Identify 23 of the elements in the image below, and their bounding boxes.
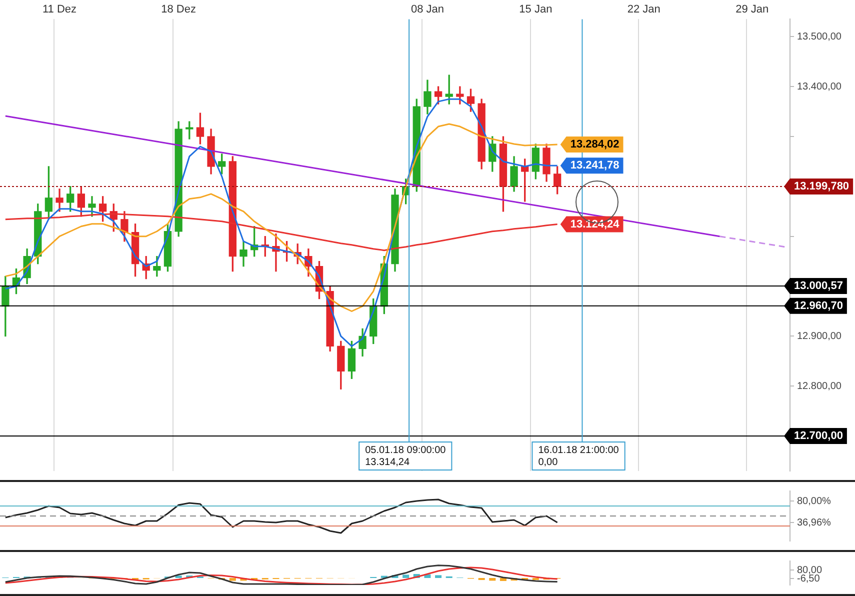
data-label: 13.124,24 bbox=[570, 218, 620, 230]
ref-line-label: 12.960,70 bbox=[794, 300, 843, 312]
x-tick-label: 18 Dez bbox=[161, 4, 196, 16]
annotation: 16.01.18 21:00:00 0,00 bbox=[538, 444, 620, 468]
x-tick-label: 29 Jan bbox=[736, 4, 769, 16]
y-tick-label: 36,96% bbox=[797, 517, 832, 528]
x-tick-label: 15 Jan bbox=[519, 4, 552, 16]
data-label: 13.241,78 bbox=[570, 160, 620, 172]
annotation: 05.01.18 09:00:00 13.314,24 bbox=[365, 444, 446, 468]
ref-line-label: 12.700,00 bbox=[794, 430, 843, 442]
ref-line-label: 13.000,57 bbox=[794, 280, 843, 292]
ref-line-label: 13.199,780 bbox=[794, 180, 850, 193]
data-label: 13.284,02 bbox=[570, 138, 620, 151]
y-tick-label: 12.800,00 bbox=[797, 380, 842, 392]
x-tick-label: 11 Dez bbox=[42, 4, 77, 16]
x-tick-label: 22 Jan bbox=[627, 4, 660, 16]
y-tick-label: 12.900,00 bbox=[797, 330, 842, 342]
y-tick-label: 80,00% bbox=[797, 496, 832, 507]
y-tick-label: -6,50 bbox=[797, 573, 820, 584]
y-tick-label: 13.400,00 bbox=[797, 81, 842, 92]
y-tick-label: 80,00 bbox=[797, 564, 822, 576]
x-tick-label: 08 Jan bbox=[410, 4, 444, 16]
y-tick-label: 13.500,00 bbox=[797, 31, 842, 42]
